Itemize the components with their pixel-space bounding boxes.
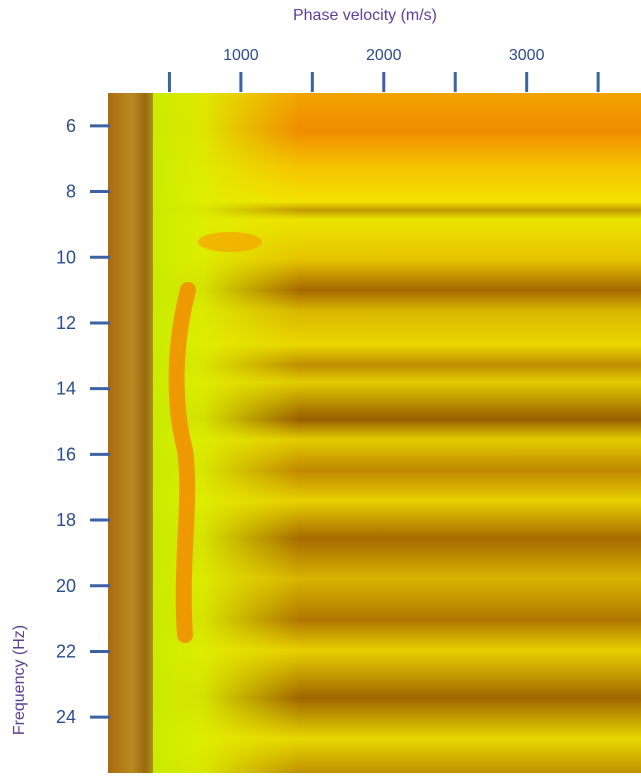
y-tick-label: 6 — [66, 116, 76, 136]
y-tick-label: 20 — [56, 576, 76, 596]
y-tick-label: 12 — [56, 313, 76, 333]
heatmap-peak — [168, 282, 196, 643]
heatmap-image — [108, 93, 641, 773]
heatmap-ridge — [150, 93, 300, 773]
x-tick-label: 1000 — [223, 47, 259, 64]
x-axis-label: Phase velocity (m/s) — [293, 7, 437, 24]
y-tick-label: 24 — [56, 707, 76, 727]
heatmap-edge — [108, 93, 153, 773]
y-tick-label: 10 — [56, 247, 76, 267]
y-tick-label: 14 — [56, 379, 76, 399]
heatmap-peak — [198, 232, 262, 252]
y-axis-label: Frequency (Hz) — [11, 625, 28, 735]
x-tick-label: 3000 — [509, 47, 545, 64]
x-tick-label: 2000 — [366, 47, 402, 64]
y-tick-label: 22 — [56, 641, 76, 661]
y-tick-label: 18 — [56, 510, 76, 530]
y-tick-label: 8 — [66, 182, 76, 202]
y-tick-label: 16 — [56, 444, 76, 464]
